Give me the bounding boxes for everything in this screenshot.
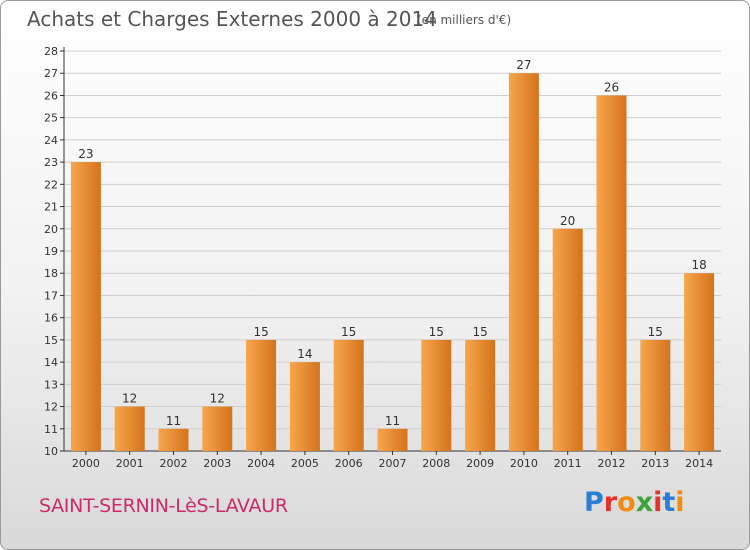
bar-2001 <box>114 406 145 451</box>
x-tick-label: 2001 <box>116 457 144 470</box>
y-tick-label: 21 <box>44 201 58 214</box>
bar-value-label: 15 <box>429 325 444 339</box>
bar-value-label: 15 <box>253 325 268 339</box>
y-tick-label: 14 <box>44 356 58 369</box>
x-tick-label: 2005 <box>291 457 319 470</box>
x-tick-label: 2006 <box>335 457 363 470</box>
y-tick-label: 17 <box>44 289 58 302</box>
bar-value-label: 11 <box>385 414 400 428</box>
logo-letter: x <box>635 487 654 518</box>
bar-2014 <box>684 273 715 451</box>
bar-2008 <box>421 339 452 451</box>
bar-value-label: 15 <box>472 325 487 339</box>
bar-value-label: 12 <box>210 392 225 406</box>
y-tick-label: 13 <box>44 378 58 391</box>
x-tick-label: 2008 <box>422 457 450 470</box>
x-tick-label: 2013 <box>641 457 669 470</box>
y-tick-label: 20 <box>44 223 58 236</box>
y-tick-label: 25 <box>44 112 58 125</box>
x-tick-label: 2000 <box>72 457 100 470</box>
bar-value-label: 11 <box>166 414 181 428</box>
bar-2009 <box>465 339 496 451</box>
y-tick-label: 19 <box>44 245 58 258</box>
labels: 10 11 12 13 14 15 16 17 18 19 20 21 22 23 24 25 26 27 28 23… <box>44 45 713 470</box>
x-tick-label: 2010 <box>510 457 538 470</box>
x-tick-label: 2007 <box>379 457 407 470</box>
bar-value-label: 12 <box>122 392 137 406</box>
bar-value-label: 23 <box>78 147 93 161</box>
bar-2003 <box>202 406 233 451</box>
bar-2007 <box>377 428 408 451</box>
logo-letter: i <box>653 487 663 518</box>
bar-2000 <box>70 162 101 451</box>
x-tick-label: 2011 <box>554 457 582 470</box>
y-tick-label: 27 <box>44 67 58 80</box>
chart-subtitle: (en milliers d'€) <box>417 13 512 27</box>
x-tick-label: 2012 <box>598 457 626 470</box>
bar-value-label: 26 <box>604 80 619 94</box>
bar-value-label: 15 <box>341 325 356 339</box>
y-tick-label: 10 <box>44 445 58 458</box>
x-tick-label: 2014 <box>685 457 713 470</box>
bar-2002 <box>158 428 189 451</box>
y-tick-label: 24 <box>44 134 58 147</box>
logo-letter: i <box>675 487 685 518</box>
bar-2006 <box>333 339 364 451</box>
x-tick-label: 2003 <box>203 457 231 470</box>
logo-letter: o <box>617 487 636 518</box>
logo-letter: P <box>584 487 604 518</box>
y-tick-label: 15 <box>44 334 58 347</box>
y-tick-label: 22 <box>44 178 58 191</box>
y-tick-label: 26 <box>44 89 58 102</box>
x-tick-label: 2004 <box>247 457 275 470</box>
y-tick-label: 12 <box>44 401 58 414</box>
bar-2012 <box>596 95 627 451</box>
x-tick-label: 2002 <box>160 457 188 470</box>
bar-value-label: 15 <box>648 325 663 339</box>
bar-2013 <box>640 339 671 451</box>
bars <box>70 73 715 451</box>
y-tick-label: 16 <box>44 312 58 325</box>
bar-2004 <box>246 339 277 451</box>
logo-letter: r <box>603 487 618 518</box>
bar-value-label: 14 <box>297 347 312 361</box>
x-tick-label: 2009 <box>466 457 494 470</box>
logo-letter: t <box>662 487 676 518</box>
proxiti-logo[interactable]: Proxiti <box>584 487 685 518</box>
y-tick-label: 23 <box>44 156 58 169</box>
bar-2010 <box>508 73 539 451</box>
y-tick-label: 28 <box>44 45 58 58</box>
bar-value-label: 18 <box>691 258 706 272</box>
bar-2011 <box>552 228 583 451</box>
bar-value-label: 27 <box>516 58 531 72</box>
bar-value-label: 20 <box>560 214 575 228</box>
bar-2005 <box>289 362 320 451</box>
commune-name: SAINT-SERNIN-LèS-LAVAUR <box>39 495 288 517</box>
y-tick-label: 18 <box>44 267 58 280</box>
y-tick-label: 11 <box>44 423 58 436</box>
chart-title: Achats et Charges Externes 2000 à 2014 <box>27 7 437 31</box>
